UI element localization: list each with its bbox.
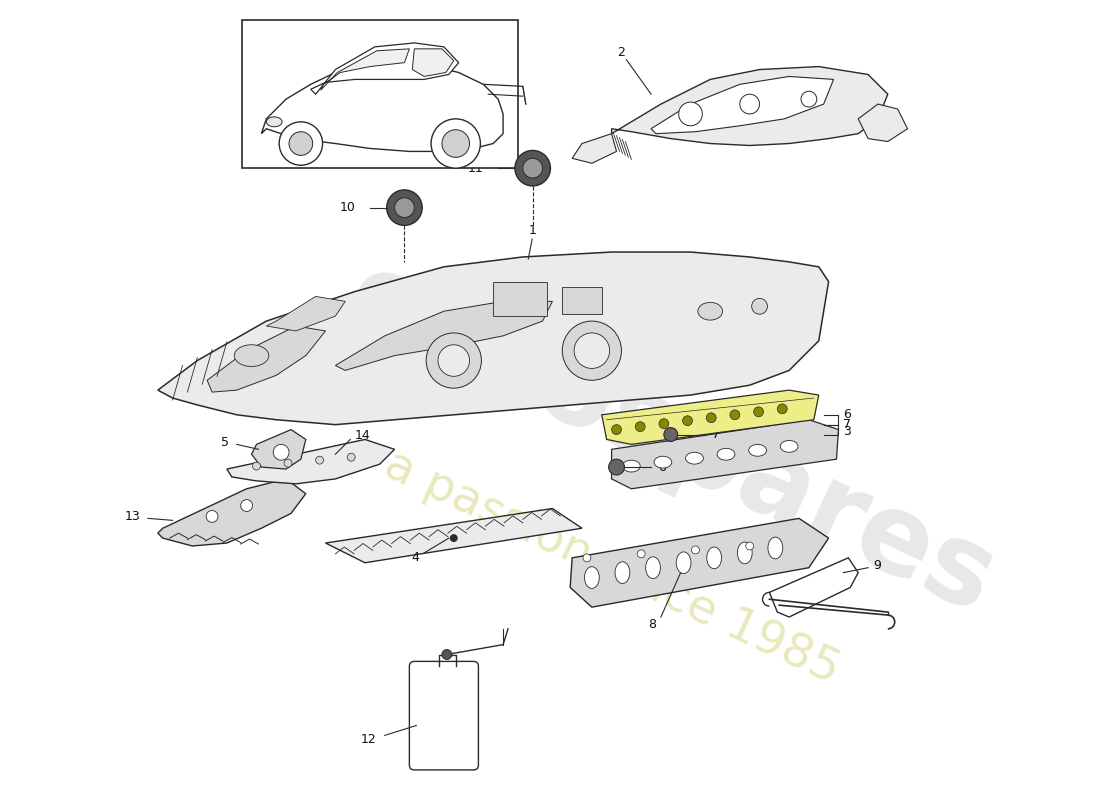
Polygon shape <box>266 297 345 331</box>
Circle shape <box>273 444 289 460</box>
Polygon shape <box>157 479 306 546</box>
Ellipse shape <box>749 444 767 456</box>
Ellipse shape <box>584 566 600 589</box>
Circle shape <box>778 404 788 414</box>
Polygon shape <box>207 326 326 392</box>
Polygon shape <box>612 420 838 489</box>
Ellipse shape <box>646 557 660 578</box>
Text: 6: 6 <box>844 408 851 422</box>
Text: 13: 13 <box>124 510 140 523</box>
Polygon shape <box>570 518 828 607</box>
FancyBboxPatch shape <box>409 662 478 770</box>
Polygon shape <box>612 66 888 146</box>
Circle shape <box>801 91 817 107</box>
Circle shape <box>692 546 700 554</box>
Polygon shape <box>412 49 454 77</box>
Text: 14: 14 <box>355 429 371 442</box>
Text: 7: 7 <box>712 428 720 441</box>
Text: 10: 10 <box>339 201 355 214</box>
Circle shape <box>284 459 292 467</box>
Polygon shape <box>602 390 818 444</box>
Circle shape <box>562 321 622 380</box>
Circle shape <box>426 333 482 388</box>
Polygon shape <box>326 509 582 562</box>
Circle shape <box>612 425 621 434</box>
Ellipse shape <box>697 302 723 320</box>
Polygon shape <box>769 558 858 617</box>
Circle shape <box>730 410 740 420</box>
Text: 12: 12 <box>361 733 377 746</box>
Ellipse shape <box>685 452 703 464</box>
Circle shape <box>754 407 763 417</box>
Circle shape <box>637 550 645 558</box>
Circle shape <box>450 534 458 542</box>
Polygon shape <box>262 65 503 151</box>
Text: 5: 5 <box>221 436 229 449</box>
Polygon shape <box>336 302 552 370</box>
Text: 8: 8 <box>648 618 656 631</box>
Polygon shape <box>651 77 834 134</box>
Text: 7: 7 <box>844 418 851 431</box>
Circle shape <box>515 150 550 186</box>
Polygon shape <box>858 104 907 142</box>
Circle shape <box>751 298 768 314</box>
Circle shape <box>253 462 261 470</box>
Circle shape <box>583 554 591 562</box>
Circle shape <box>608 459 625 475</box>
Text: 9: 9 <box>873 559 881 572</box>
Ellipse shape <box>615 562 630 583</box>
Text: 3: 3 <box>844 425 851 438</box>
Circle shape <box>206 510 218 522</box>
Circle shape <box>636 422 645 431</box>
Circle shape <box>683 416 693 426</box>
Polygon shape <box>320 49 409 90</box>
Circle shape <box>746 542 754 550</box>
Ellipse shape <box>737 542 752 564</box>
Circle shape <box>522 158 542 178</box>
Text: 1: 1 <box>529 224 537 237</box>
Circle shape <box>387 190 422 226</box>
Ellipse shape <box>266 117 282 126</box>
Circle shape <box>241 500 253 511</box>
Polygon shape <box>252 430 306 469</box>
Ellipse shape <box>623 460 640 472</box>
Circle shape <box>679 102 702 126</box>
Circle shape <box>395 198 415 218</box>
Circle shape <box>348 454 355 461</box>
Circle shape <box>431 119 481 168</box>
Circle shape <box>316 456 323 464</box>
Ellipse shape <box>717 448 735 460</box>
Polygon shape <box>572 134 616 163</box>
Polygon shape <box>310 43 459 94</box>
Text: a passion since 1985: a passion since 1985 <box>376 442 847 693</box>
Circle shape <box>279 122 322 166</box>
Circle shape <box>706 413 716 422</box>
Circle shape <box>740 94 760 114</box>
Circle shape <box>438 345 470 376</box>
Ellipse shape <box>707 547 722 569</box>
Circle shape <box>289 132 312 155</box>
Bar <box>493 282 548 316</box>
Text: 6: 6 <box>658 461 666 474</box>
Ellipse shape <box>768 537 783 559</box>
Bar <box>242 20 518 168</box>
Circle shape <box>442 650 452 659</box>
Polygon shape <box>227 439 395 484</box>
Bar <box>562 286 602 314</box>
Ellipse shape <box>234 345 268 366</box>
Circle shape <box>442 130 470 158</box>
Circle shape <box>664 428 678 442</box>
Ellipse shape <box>654 456 672 468</box>
Text: 4: 4 <box>411 551 419 564</box>
Polygon shape <box>157 252 828 425</box>
Ellipse shape <box>780 441 798 452</box>
Text: 2: 2 <box>617 46 626 59</box>
Text: eurospares: eurospares <box>330 242 1012 637</box>
Ellipse shape <box>676 552 691 574</box>
Circle shape <box>574 333 609 369</box>
Circle shape <box>659 418 669 429</box>
Text: 11: 11 <box>468 162 483 174</box>
